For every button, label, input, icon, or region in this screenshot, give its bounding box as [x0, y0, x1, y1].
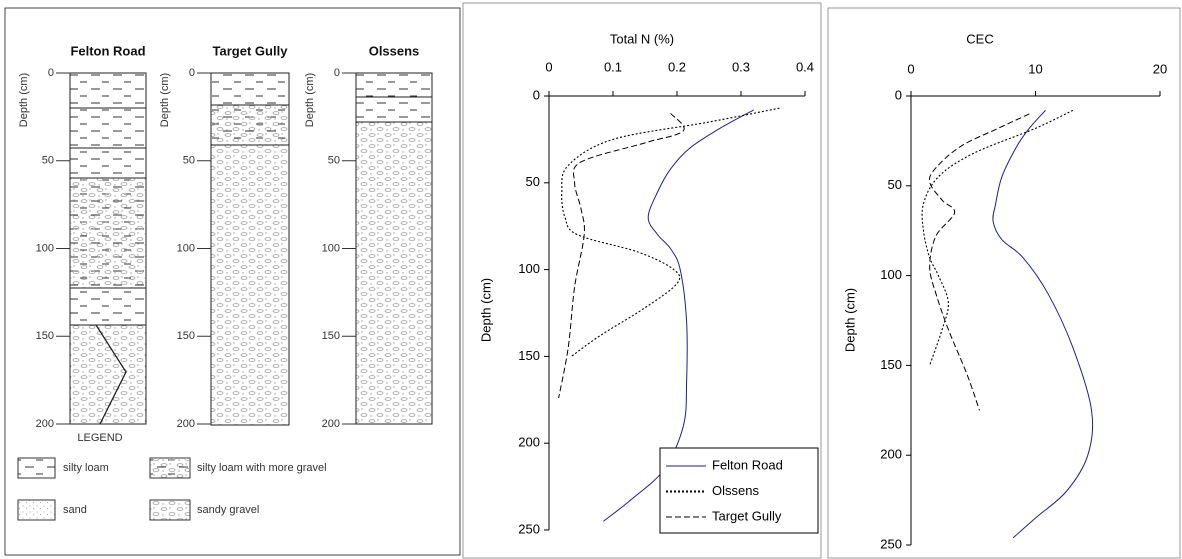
layer-boundary [356, 96, 432, 123]
legend-swatch [17, 457, 56, 479]
axis-title: CEC [966, 31, 993, 46]
soil-layer [211, 73, 289, 105]
y-tick-label: 250 [518, 521, 540, 536]
tick-label: 0 [334, 67, 340, 79]
axis-label: Depth (cm) [18, 73, 30, 127]
legend-swatch [150, 458, 190, 478]
x-tick-label: 0.2 [668, 59, 686, 74]
soil-profiles: LEGEND silty loam silty loam with more g… [17, 43, 433, 521]
tick-label: 200 [36, 418, 54, 430]
legend-label: silty loam with more gravel [197, 462, 327, 474]
legend-swatch [17, 499, 56, 521]
tick-label: 200 [177, 418, 195, 430]
series-line [921, 109, 1074, 366]
panel-border [4, 7, 461, 556]
column-title: Target Gully [213, 43, 289, 58]
legend-label: sand [63, 504, 87, 516]
tick-label: 100 [177, 242, 195, 254]
layer-boundary [70, 107, 146, 326]
y-tick-label: 200 [880, 447, 902, 462]
column-title: Felton Road [70, 43, 145, 58]
axis-title: Total N (%) [610, 31, 674, 46]
tick-label: 150 [36, 330, 54, 342]
axis-label: Depth (cm) [304, 73, 316, 127]
legend-title: LEGEND [77, 432, 122, 444]
x-tick-label: 0.3 [732, 59, 750, 74]
legend-label: Olssens [712, 483, 759, 498]
y-tick-label: 200 [518, 435, 540, 450]
axis-label: Depth (cm) [159, 73, 171, 127]
tick-label: 150 [177, 330, 195, 342]
y-tick-label: 150 [880, 357, 902, 372]
tick-label: 50 [328, 155, 340, 167]
layer-boundary [211, 104, 289, 146]
tick-label: 100 [36, 242, 54, 254]
x-tick-label: 20 [1153, 61, 1167, 76]
legend-label: Felton Road [712, 457, 783, 472]
legend-label: silty loam [63, 462, 109, 474]
soil-layer [356, 122, 432, 424]
x-tick-label: 10 [1028, 61, 1042, 76]
tick-label: 150 [322, 330, 340, 342]
y-tick-label: 50 [526, 174, 540, 189]
y-tick-label: 250 [880, 536, 902, 551]
series-line [992, 110, 1094, 539]
panel-border [827, 7, 1181, 559]
x-tick-label: 0 [907, 61, 914, 76]
layer-boundary [95, 324, 127, 425]
tick-label: 0 [189, 67, 195, 79]
tick-label: 0 [48, 67, 54, 79]
tick-label: 100 [322, 242, 340, 254]
x-tick-label: 0.1 [604, 59, 622, 74]
legend-swatch [149, 499, 191, 521]
panel-border [462, 2, 822, 559]
legend-label: sandy gravel [197, 504, 259, 516]
tick-label: 200 [322, 418, 340, 430]
column-title: Olssens [369, 43, 420, 58]
y-tick-label: 0 [533, 87, 540, 102]
y-tick-label: 0 [895, 87, 902, 102]
y-tick-label: 100 [880, 267, 902, 282]
y-tick-label: 150 [518, 348, 540, 363]
y-tick-label: 50 [888, 177, 902, 192]
soil-layer [70, 178, 146, 288]
legend-label: Target Gully [712, 508, 782, 523]
series-line [928, 113, 1030, 411]
axis-title: Depth (cm) [478, 278, 493, 342]
x-tick-label: 0 [545, 59, 552, 74]
y-tick-label: 100 [518, 261, 540, 276]
series-line [558, 113, 685, 399]
x-tick-label: 0.4 [796, 59, 814, 74]
series-line [561, 107, 780, 357]
soil-layer [211, 145, 289, 425]
tick-label: 50 [183, 155, 195, 167]
soil-layer [211, 105, 289, 145]
tick-label: 50 [42, 155, 54, 167]
axis-title: Depth (cm) [842, 288, 857, 352]
